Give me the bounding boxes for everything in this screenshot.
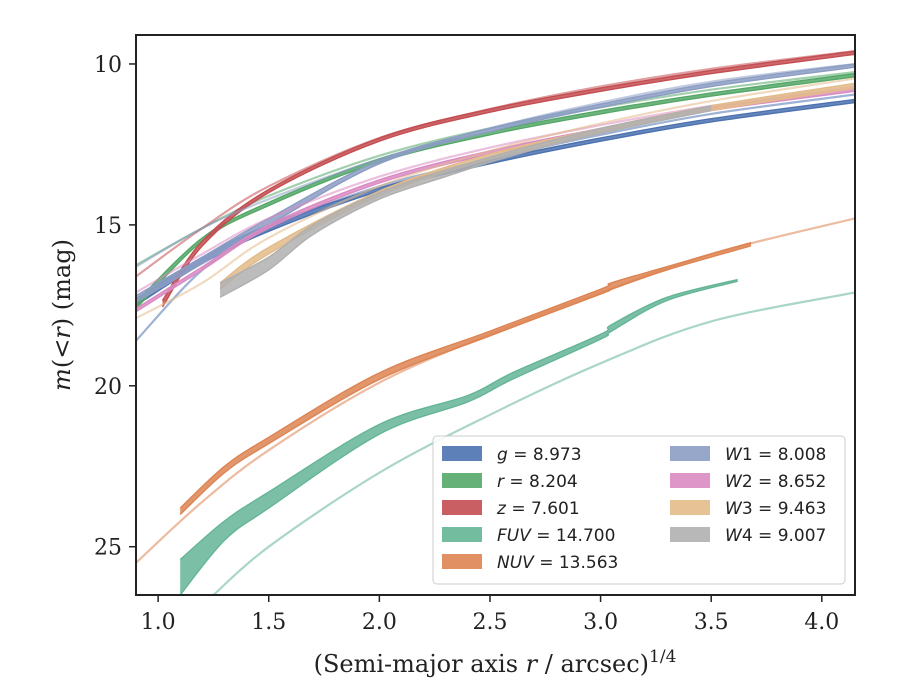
- legend: g = 8.973 r = 8.204 z = 7.601 FUV = 14.700 N…: [432, 435, 846, 585]
- series-nuv-band-lower-edge: [179, 245, 752, 516]
- legend-label: W1 = 8.008: [725, 445, 826, 465]
- series-w1-band-lower-edge: [136, 66, 855, 303]
- x-axis-title-var: r: [526, 650, 539, 678]
- y-axis-title-close: ) (mag): [48, 239, 76, 327]
- ticks-layer: 1.0 1.5 2.0 2.5 3.0 3.5 4.0 10 15 20 25: [94, 53, 839, 635]
- legend-swatch: [442, 527, 482, 542]
- y-tick-label: 15: [94, 214, 122, 239]
- x-axis-title: (Semi-major axis r / arcsec)1/4: [314, 647, 677, 678]
- legend-label: W2 = 8.652: [725, 472, 826, 492]
- y-axis-title-open: (<: [48, 339, 76, 368]
- legend-swatch: [670, 527, 710, 542]
- legend-entry-w2: W2 = 8.652: [670, 472, 826, 492]
- x-tick-label: 1.5: [251, 610, 286, 635]
- legend-entry-r: r = 8.204: [442, 472, 578, 492]
- y-axis-title-m: m: [48, 368, 76, 391]
- x-tick-label: 1.0: [141, 610, 176, 635]
- series-z-band-upper-edge: [161, 50, 855, 301]
- legend-swatch: [442, 446, 482, 461]
- x-tick-label: 2.0: [362, 610, 397, 635]
- x-tick-label: 4.0: [804, 610, 839, 635]
- legend-box: [432, 435, 846, 585]
- series-fuv: [179, 278, 855, 595]
- legend-entry-w3: W3 = 9.463: [670, 499, 826, 519]
- legend-entry-w1: W1 = 8.008: [670, 445, 826, 465]
- x-axis-title-post: / arcsec): [537, 650, 649, 678]
- x-axis-title-sup: 1/4: [649, 647, 676, 667]
- legend-label: W3 = 9.463: [725, 499, 826, 519]
- series-nuv: [136, 217, 855, 564]
- legend-swatch: [442, 473, 482, 488]
- legend-swatch: [442, 554, 482, 569]
- series-z-band-lower-edge: [161, 53, 855, 308]
- series-fuv-band-lower-edge: [179, 280, 738, 595]
- legend-entry-nuv: NUV = 13.563: [442, 553, 618, 573]
- x-tick-label: 2.5: [472, 610, 507, 635]
- series-w4-band-lower-edge: [219, 109, 712, 298]
- series-z: [136, 50, 855, 308]
- series-nuv-band-upper-edge: [179, 241, 752, 509]
- y-axis-title-r: r: [48, 326, 76, 339]
- x-tick-label: 3.0: [583, 610, 618, 635]
- series-w1: [136, 62, 855, 303]
- legend-entry-w4: W4 = 9.007: [670, 526, 826, 546]
- series-w4-band-upper-edge: [219, 105, 712, 284]
- legend-swatch: [670, 473, 710, 488]
- legend-label: FUV = 14.700: [497, 526, 615, 546]
- legend-swatch: [442, 500, 482, 515]
- legend-swatch: [670, 500, 710, 515]
- x-axis-title-pre: (Semi-major axis: [314, 650, 526, 678]
- series-w3-band-upper-edge: [219, 82, 855, 284]
- legend-entry-fuv: FUV = 14.700: [442, 526, 615, 546]
- legend-label: r = 8.204: [497, 472, 578, 492]
- plot-frame: [135, 34, 856, 596]
- series-w3-profile-line: [136, 77, 855, 320]
- legend-label: NUV = 13.563: [497, 553, 618, 573]
- legend-label: W4 = 9.007: [725, 526, 826, 546]
- legend-label: z = 7.601: [496, 499, 580, 519]
- series-fuv-band-upper-edge: [179, 278, 738, 561]
- y-tick-label: 20: [94, 375, 122, 400]
- y-axis-title: m(<r) (mag): [48, 239, 76, 391]
- x-tick-label: 3.5: [694, 610, 729, 635]
- series-layer: [136, 50, 855, 595]
- y-tick-label: 25: [94, 536, 122, 561]
- y-tick-label: 10: [94, 53, 122, 78]
- series-w4: [219, 105, 712, 298]
- legend-entry-g: g = 8.973: [442, 445, 582, 465]
- legend-entry-z: z = 7.601: [442, 499, 580, 519]
- series-fuv-profile-line: [212, 291, 855, 595]
- series-w1-band-upper-edge: [136, 63, 855, 297]
- legend-label: g = 8.973: [497, 445, 582, 465]
- legend-swatch: [670, 446, 710, 461]
